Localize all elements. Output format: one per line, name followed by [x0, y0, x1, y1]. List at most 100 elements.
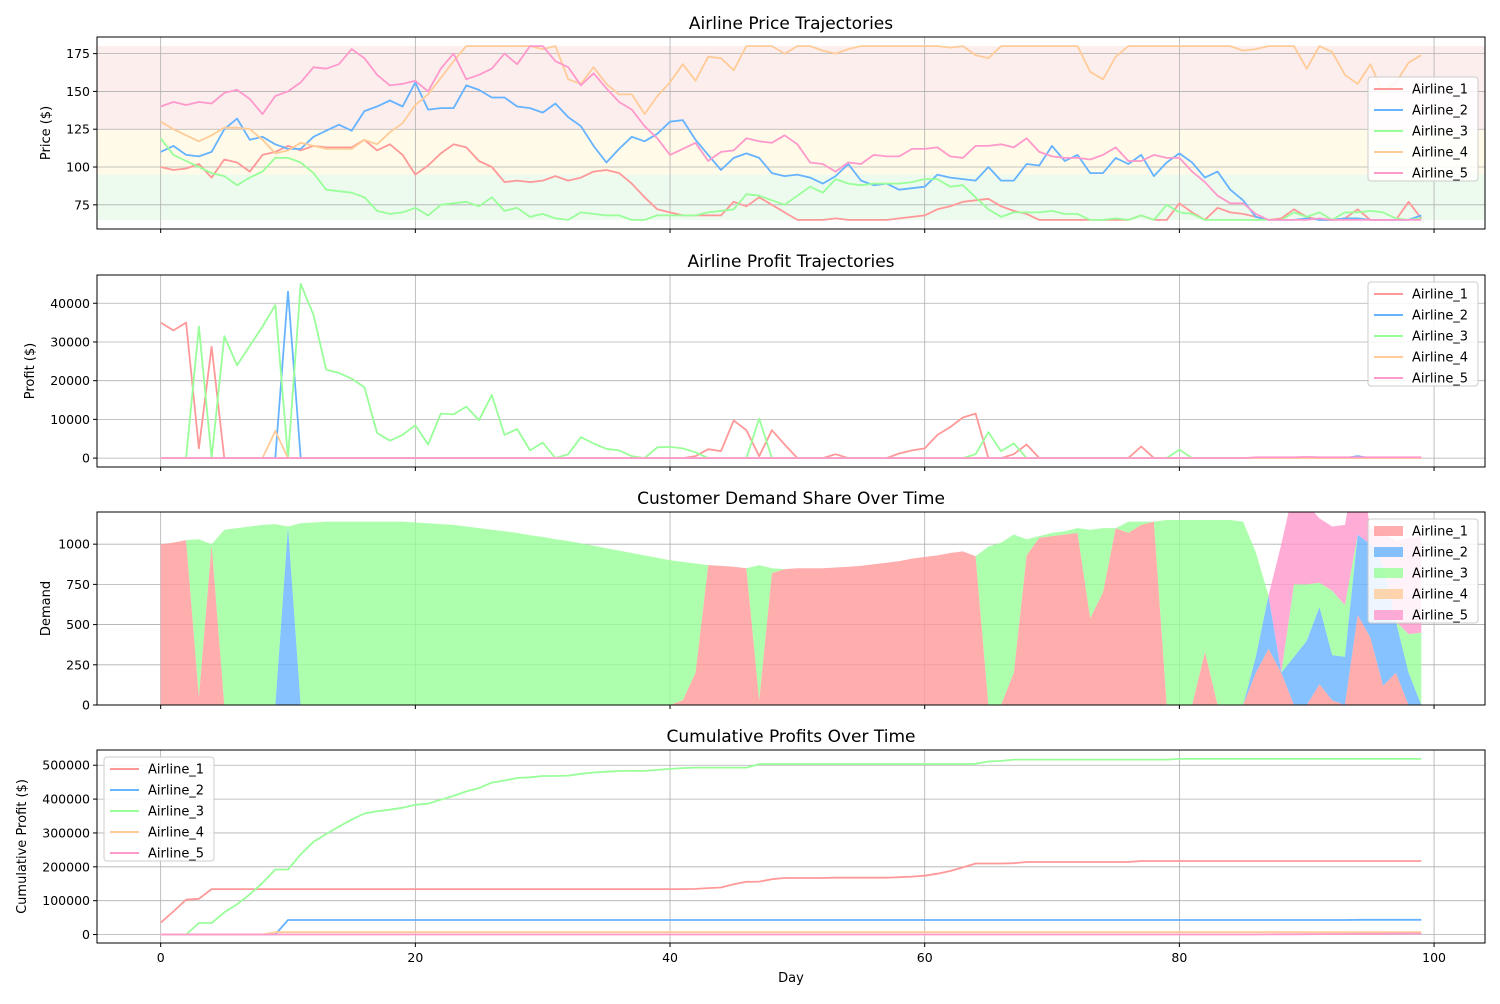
y-tick-label: 0	[82, 927, 90, 942]
legend-label: Airline_1	[1412, 525, 1468, 540]
chart-title: Cumulative Profits Over Time	[667, 727, 916, 747]
line-series-airline_5	[160, 45, 1422, 221]
line-series-airline_2	[160, 918, 1422, 936]
legend-label: Airline_2	[1412, 104, 1468, 119]
y-tick-label: 250	[66, 657, 90, 672]
y-tick-label: 300000	[42, 825, 90, 840]
price-band-low	[97, 174, 1485, 220]
legend-label: Airline_1	[1412, 83, 1468, 98]
y-axis-label: Cumulative Profit ($)	[15, 779, 30, 914]
legend: Airline_1 Airline_2 Airline_3 Airline_4 Airl…	[1367, 76, 1479, 182]
x-tick-label: 20	[407, 950, 423, 965]
axes-frame	[96, 274, 1486, 468]
y-tick-label: 150	[66, 84, 90, 99]
legend-label: Airline_3	[1412, 125, 1468, 140]
legend: Airline_1 Airline_2 Airline_3 Airline_4 Airl…	[103, 756, 215, 862]
legend-label: Airline_2	[1412, 546, 1468, 561]
plot-area	[160, 512, 1422, 705]
line-series-airline_5	[160, 932, 1422, 936]
legend: Airline_1 Airline_2 Airline_3 Airline_4 Airl…	[1367, 518, 1479, 624]
plot-area	[160, 282, 1422, 460]
panel-3: 0 250 500 750 1000 Customer Demand Share Over…	[39, 489, 1486, 713]
plot-area	[160, 758, 1422, 936]
legend-label: Airline_2	[148, 784, 204, 799]
line-series-airline_3	[159, 137, 1422, 221]
line-series-airline_1	[160, 860, 1422, 924]
legend-swatch	[1374, 610, 1403, 620]
line-series-airline_5	[160, 455, 1422, 460]
y-tick-label: 75	[74, 197, 90, 212]
price-band-mid	[97, 129, 1485, 175]
plot-area	[159, 45, 1423, 221]
area-series-airline_1	[160, 521, 1422, 705]
panel-2: 0 10000 20000 30000 40000 Airline Profit Traj…	[23, 252, 1486, 471]
legend-label: Airline_3	[1412, 567, 1468, 582]
x-tick-label: 100	[1422, 950, 1446, 965]
chart-title: Customer Demand Share Over Time	[637, 489, 945, 509]
legend-swatch	[1374, 589, 1403, 599]
legend-label: Airline_4	[1412, 146, 1468, 161]
line-series-airline_3	[160, 282, 1422, 460]
line-series-airline_4	[160, 430, 1422, 460]
chart-title: Airline Price Trajectories	[689, 14, 893, 34]
legend-swatch	[1374, 547, 1403, 557]
line-series-airline_1	[160, 138, 1423, 221]
legend-box	[1367, 76, 1479, 182]
y-tick-label: 10000	[50, 412, 90, 427]
x-axis-label: Day	[778, 971, 804, 986]
legend-label: Airline_5	[1412, 609, 1468, 624]
y-tick-label: 100000	[42, 893, 90, 908]
y-tick-label: 125	[66, 122, 90, 137]
y-tick-label: 200000	[42, 859, 90, 874]
legend-label: Airline_4	[148, 826, 204, 841]
axes-frame	[96, 749, 1486, 944]
legend-label: Airline_1	[1412, 288, 1468, 303]
y-tick-label: 1000	[58, 537, 90, 552]
legend-label: Airline_2	[1412, 309, 1468, 324]
x-tick-label: 40	[662, 950, 678, 965]
y-tick-label: 750	[66, 577, 90, 592]
legend-label: Airline_5	[148, 847, 204, 862]
y-axis-label: Demand	[39, 581, 54, 636]
panel-4: 0 20 40 60 80 100 0 100000 200000 300000 400000 500…	[15, 727, 1486, 965]
x-tick-label: 80	[1171, 950, 1187, 965]
legend-swatch	[1374, 526, 1403, 536]
y-tick-label: 40000	[50, 296, 90, 311]
panel-1: 75 100 125 150 175 Airline Price Trajectories…	[39, 14, 1486, 233]
y-tick-label: 175	[66, 46, 90, 61]
y-tick-label: 500	[66, 617, 90, 632]
y-tick-label: 0	[82, 698, 90, 713]
chart-title: Airline Profit Trajectories	[687, 252, 894, 272]
y-tick-label: 0	[82, 451, 90, 466]
line-series-airline_3	[160, 758, 1422, 936]
y-tick-label: 100	[66, 160, 90, 175]
y-tick-label: 500000	[42, 758, 90, 773]
y-tick-label: 30000	[50, 334, 90, 349]
price-band-high	[97, 46, 1485, 130]
y-tick-label: 20000	[50, 373, 90, 388]
axes-frame	[96, 511, 1486, 706]
legend-label: Airline_5	[1412, 167, 1468, 182]
y-axis-label: Price ($)	[39, 106, 54, 160]
legend-box	[103, 756, 215, 862]
legend-label: Airline_4	[1412, 351, 1468, 366]
x-tick-label: 60	[917, 950, 933, 965]
legend-label: Airline_1	[148, 763, 204, 778]
legend-swatch	[1374, 568, 1403, 578]
line-series-airline_4	[160, 45, 1422, 155]
y-axis-label: Profit ($)	[23, 343, 38, 399]
legend-box	[1367, 281, 1479, 387]
area-series-airline_2	[160, 521, 1422, 705]
axes-frame	[96, 36, 1486, 230]
x-tick-label: 0	[157, 950, 165, 965]
legend-label: Airline_5	[1412, 372, 1468, 387]
line-series-airline_1	[160, 321, 1422, 460]
legend-label: Airline_3	[1412, 330, 1468, 345]
line-series-airline_2	[160, 290, 1422, 460]
legend: Airline_1 Airline_2 Airline_3 Airline_4 Airl…	[1367, 281, 1479, 387]
area-series-airline_3	[160, 520, 1422, 705]
line-series-airline_4	[160, 931, 1422, 936]
y-tick-label: 400000	[42, 792, 90, 807]
